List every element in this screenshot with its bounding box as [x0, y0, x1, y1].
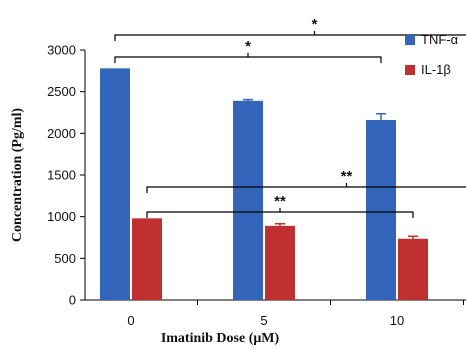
y-axis-title: Concentration (Pg/ml)	[10, 108, 25, 242]
bar-il-1beta	[132, 218, 162, 300]
significance-label: **	[274, 193, 286, 210]
y-tick-label: 1500	[47, 168, 76, 183]
significance-bracket: **	[146, 168, 466, 193]
y-tick-label: 3000	[47, 43, 76, 58]
bar-tnf-alpha	[233, 100, 263, 300]
legend-swatch	[405, 35, 415, 45]
significance-label: *	[312, 16, 318, 33]
bar-tnf-alpha	[100, 68, 130, 300]
plot-area	[84, 50, 466, 301]
bar-tnf-alpha	[366, 120, 396, 300]
legend: TNF-α IL-1β	[405, 32, 459, 77]
error-bar	[275, 223, 285, 228]
y-tick-label: 2000	[47, 126, 76, 141]
significance-label: **	[341, 168, 353, 185]
legend-item: IL-1β	[405, 62, 451, 77]
error-bar	[408, 235, 418, 242]
significance-label: *	[245, 38, 251, 55]
y-tick-label: 2500	[47, 84, 76, 99]
x-axis-title: Imatinib Dose (μM)	[161, 331, 280, 346]
legend-label: TNF-α	[421, 32, 459, 47]
y-tick-label: 1000	[47, 209, 76, 224]
bar-il-1beta	[398, 238, 428, 300]
x-tick-label: 10	[390, 313, 404, 328]
legend-label: IL-1β	[421, 62, 451, 77]
y-tick-label: 0	[69, 293, 76, 308]
y-tick-label: 500	[54, 251, 76, 266]
legend-swatch	[405, 65, 415, 75]
x-tick-label: 0	[127, 313, 134, 328]
y-axis-ticks: 0 500 1000 1500 2000 2500 3000	[47, 43, 85, 308]
legend-item: TNF-α	[405, 32, 459, 47]
significance-brackets: ******	[114, 16, 466, 218]
x-axis-ticks: 051025	[127, 300, 464, 328]
significance-bracket: *	[114, 16, 466, 41]
bar-il-1beta	[265, 225, 295, 300]
significance-bracket: *	[114, 38, 382, 63]
significance-bracket: **	[146, 193, 414, 218]
x-tick-label: 5	[260, 313, 267, 328]
error-bar	[376, 113, 386, 127]
error-bar	[243, 98, 253, 103]
